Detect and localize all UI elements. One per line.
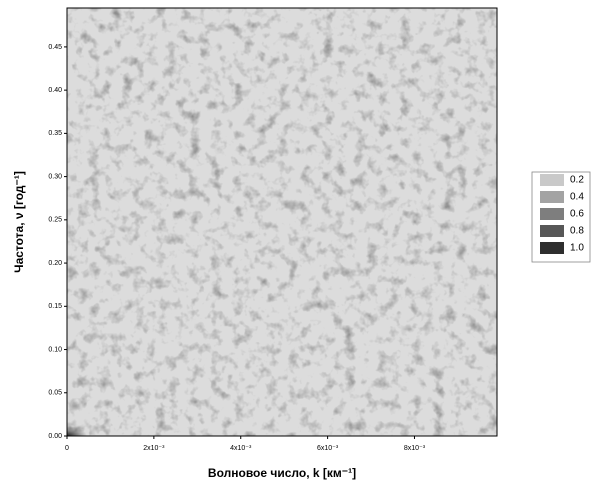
x-axis-label: Волновое число, k [км⁻¹]	[208, 466, 356, 480]
origin-peak	[67, 426, 87, 436]
legend-label: 0.6	[570, 209, 584, 220]
y-tick-label: 0.20	[48, 260, 62, 267]
y-tick-label: 0.10	[48, 346, 62, 353]
y-tick-label: 0.15	[48, 303, 62, 310]
legend-swatch	[540, 191, 564, 203]
legend-label: 0.2	[570, 175, 584, 186]
x-tick-label: 4x10⁻³	[230, 445, 252, 452]
x-tick-label: 8x10⁻³	[404, 445, 426, 452]
x-tick-label: 6x10⁻³	[317, 445, 339, 452]
legend-swatch	[540, 225, 564, 237]
legend-swatch	[540, 242, 564, 254]
y-axis-label: Частота, ν [год⁻¹]	[12, 171, 26, 273]
y-tick-label: 0.45	[48, 44, 62, 51]
x-tick-label: 2x10⁻³	[143, 445, 165, 452]
legend-label: 1.0	[570, 243, 584, 254]
legend-label: 0.8	[570, 226, 584, 237]
x-tick-label: 0	[65, 445, 69, 452]
y-tick-label: 0.40	[48, 87, 62, 94]
y-tick-label: 0.25	[48, 217, 62, 224]
legend-label: 0.4	[570, 192, 584, 203]
y-tick-label: 0.35	[48, 130, 62, 137]
spectrum-texture	[67, 8, 497, 436]
y-tick-label: 0.00	[48, 433, 62, 440]
legend-swatch	[540, 208, 564, 220]
y-tick-label: 0.30	[48, 173, 62, 180]
legend-swatch	[540, 174, 564, 186]
y-tick-label: 0.05	[48, 390, 62, 397]
plot-frame	[66, 7, 498, 437]
